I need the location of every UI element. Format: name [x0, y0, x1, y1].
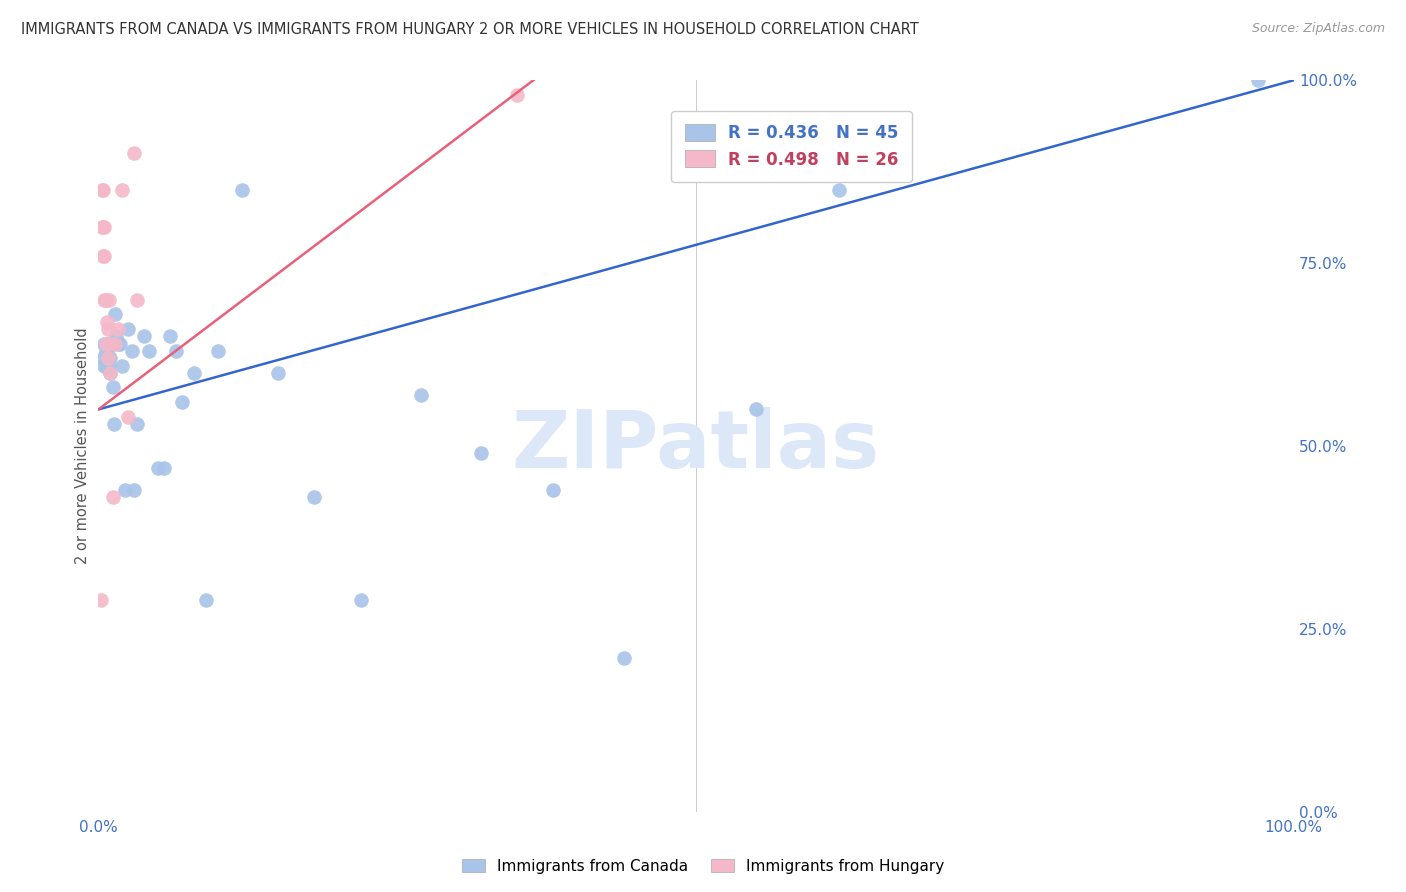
Point: [613, 651, 636, 665]
Point: [93, 336, 115, 351]
Point: [97, 351, 120, 366]
Point: [183, 366, 205, 380]
Y-axis label: 2 or more Vehicles in Household: 2 or more Vehicles in Household: [75, 327, 90, 565]
Point: [828, 183, 851, 197]
Point: [745, 402, 768, 417]
Point: [98, 336, 121, 351]
Point: [93, 359, 115, 373]
Point: [541, 483, 564, 497]
Point: [302, 490, 325, 504]
Point: [90, 592, 112, 607]
Point: [98, 366, 122, 380]
Point: [350, 592, 373, 607]
Point: [94, 359, 117, 373]
Point: [125, 417, 148, 431]
Point: [195, 592, 218, 607]
Point: [121, 343, 143, 358]
Point: [107, 322, 129, 336]
Point: [103, 417, 125, 431]
Point: [153, 461, 176, 475]
Point: [96, 315, 118, 329]
Point: [96, 359, 118, 373]
Point: [91, 183, 114, 197]
Point: [93, 293, 115, 307]
Point: [94, 343, 117, 358]
Point: [93, 219, 115, 234]
Point: [148, 461, 170, 475]
Legend: R = 0.436   N = 45, R = 0.498   N = 26: R = 0.436 N = 45, R = 0.498 N = 26: [672, 111, 911, 182]
Point: [231, 183, 253, 197]
Point: [93, 249, 115, 263]
Point: [96, 343, 118, 358]
Point: [101, 380, 124, 394]
Point: [97, 322, 120, 336]
Point: [91, 249, 114, 263]
Point: [207, 343, 229, 358]
Point: [114, 483, 136, 497]
Point: [470, 446, 492, 460]
Point: [117, 322, 139, 336]
Legend: Immigrants from Canada, Immigrants from Hungary: Immigrants from Canada, Immigrants from …: [456, 853, 950, 880]
Point: [506, 87, 529, 102]
Point: [96, 336, 118, 351]
Point: [91, 219, 114, 234]
Point: [117, 409, 139, 424]
Point: [98, 366, 122, 380]
Point: [107, 336, 129, 351]
Point: [267, 366, 290, 380]
Point: [104, 336, 127, 351]
Point: [97, 336, 120, 351]
Point: [138, 343, 160, 358]
Text: IMMIGRANTS FROM CANADA VS IMMIGRANTS FROM HUNGARY 2 OR MORE VEHICLES IN HOUSEHOL: IMMIGRANTS FROM CANADA VS IMMIGRANTS FRO…: [21, 22, 920, 37]
Point: [159, 329, 181, 343]
Point: [91, 219, 114, 234]
Text: ZIPatlas: ZIPatlas: [512, 407, 880, 485]
Point: [101, 490, 124, 504]
Point: [98, 293, 121, 307]
Point: [124, 483, 146, 497]
Point: [165, 343, 187, 358]
Point: [98, 359, 121, 373]
Point: [108, 336, 131, 351]
Point: [132, 329, 155, 343]
Point: [104, 307, 127, 321]
Point: [1247, 73, 1270, 87]
Point: [98, 351, 122, 366]
Point: [91, 183, 114, 197]
Point: [97, 351, 120, 366]
Point: [105, 329, 128, 343]
Point: [172, 395, 194, 409]
Point: [111, 359, 134, 373]
Point: [125, 293, 148, 307]
Point: [124, 146, 146, 161]
Point: [94, 293, 117, 307]
Point: [411, 388, 433, 402]
Text: Source: ZipAtlas.com: Source: ZipAtlas.com: [1251, 22, 1385, 36]
Point: [91, 351, 114, 366]
Point: [94, 336, 117, 351]
Point: [111, 183, 134, 197]
